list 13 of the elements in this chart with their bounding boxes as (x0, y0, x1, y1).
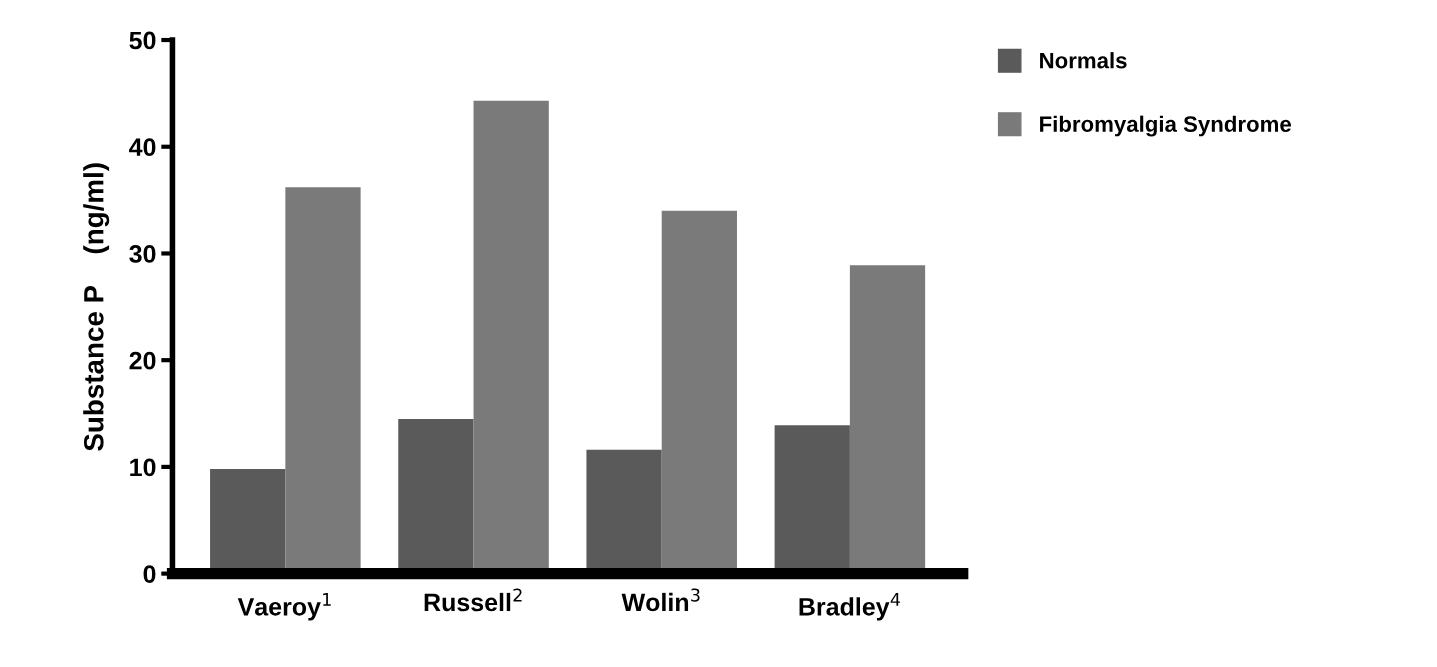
x-tick-label: Vaeroy$^{1}$ (237, 593, 331, 621)
legend-label: Fibromyalgia Syndrome (1040, 115, 1291, 137)
y-tick-label: 40 (129, 138, 156, 157)
y-tick-label: 10 (130, 458, 156, 477)
x-tick-label: Wolin$^{3}$ (621, 588, 700, 612)
y-tick-label: 0 (143, 565, 156, 583)
y-tick-label: 50 (129, 31, 156, 50)
x-tick-label: Russell$^{2}$ (424, 588, 522, 612)
y-tick-label: 20 (129, 351, 156, 370)
y-axis-title: Substance P (ng/ml) (83, 163, 110, 451)
y-tick-label: 30 (129, 245, 156, 263)
legend-label: Normals (1040, 52, 1127, 69)
x-tick-label: Bradley$^{4}$ (799, 593, 900, 621)
